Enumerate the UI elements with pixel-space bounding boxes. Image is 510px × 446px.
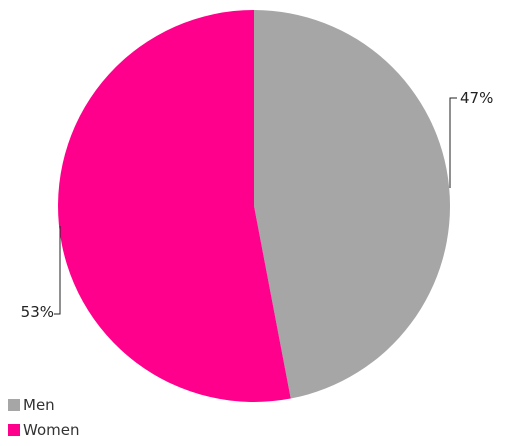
pie-data-labels: 47% 53% <box>21 89 494 321</box>
pie-slice-men <box>254 10 451 399</box>
legend-label-men: Men <box>23 396 55 414</box>
leader-line-men <box>449 97 457 188</box>
pie-slice-women <box>58 10 291 402</box>
leader-line-women <box>54 226 61 315</box>
legend-swatch-men <box>8 399 20 411</box>
legend-swatch-women <box>8 424 20 436</box>
legend: Men Women <box>8 396 79 446</box>
legend-label-women: Women <box>23 421 80 439</box>
data-label-women: 53% <box>21 303 54 321</box>
legend-item-women: Women <box>8 421 79 439</box>
pie-slices <box>58 10 451 402</box>
data-label-men: 47% <box>460 89 493 107</box>
legend-item-men: Men <box>8 396 79 414</box>
